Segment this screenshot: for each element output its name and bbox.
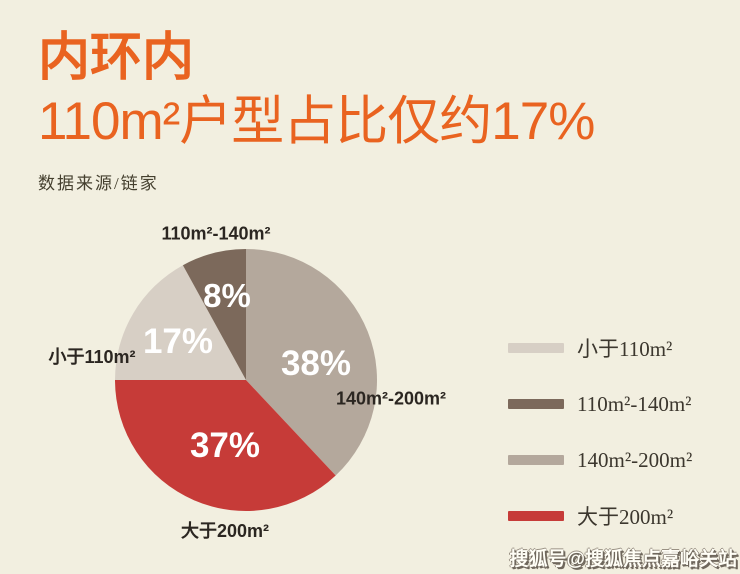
pie-category-label: 140m²-200m²: [335, 388, 447, 409]
legend-swatch: [508, 343, 564, 353]
legend-label: 140m²-200m²: [577, 447, 693, 472]
legend-label: 110m²-140m²: [577, 391, 692, 416]
pie-slice: [114, 265, 246, 380]
pie-category-label: 大于200m²: [180, 521, 270, 541]
legend-swatch: [508, 455, 564, 465]
pie-percent-label: 38%: [280, 344, 352, 383]
page-title: 内环内: [38, 29, 195, 87]
pie-percent-label: 17%: [142, 322, 214, 361]
data-source-note: 数据来源/链家: [38, 174, 159, 194]
legend-item: 110m²-140m²: [508, 376, 692, 432]
legend-item: 大于200m²: [508, 488, 692, 544]
pie-category-label: 小于110m²: [48, 347, 136, 367]
pie-slice: [246, 249, 377, 476]
legend-swatch: [508, 399, 564, 409]
legend-label: 大于200m²: [577, 505, 674, 529]
watermark: 搜狐号@搜狐焦点嘉峪关站: [509, 549, 737, 570]
legend-item: 小于110m²: [508, 320, 692, 376]
pie-percent-label: 37%: [189, 426, 261, 465]
page-subtitle: 110m²户型占比仅约17%: [38, 92, 595, 151]
pie-category-label: 110m²-140m²: [161, 223, 271, 244]
legend-item: 140m²-200m²: [508, 432, 692, 488]
pie-percent-label: 8%: [203, 277, 251, 314]
header: 内环内 110m²户型占比仅约17% 数据来源/链家: [38, 26, 595, 194]
pie-slice: [114, 380, 336, 511]
legend-swatch: [508, 511, 564, 521]
legend: 小于110m² 110m²-140m² 140m²-200m² 大于200m²: [508, 320, 692, 544]
legend-label: 小于110m²: [577, 337, 673, 361]
pie-slice: [182, 249, 246, 380]
